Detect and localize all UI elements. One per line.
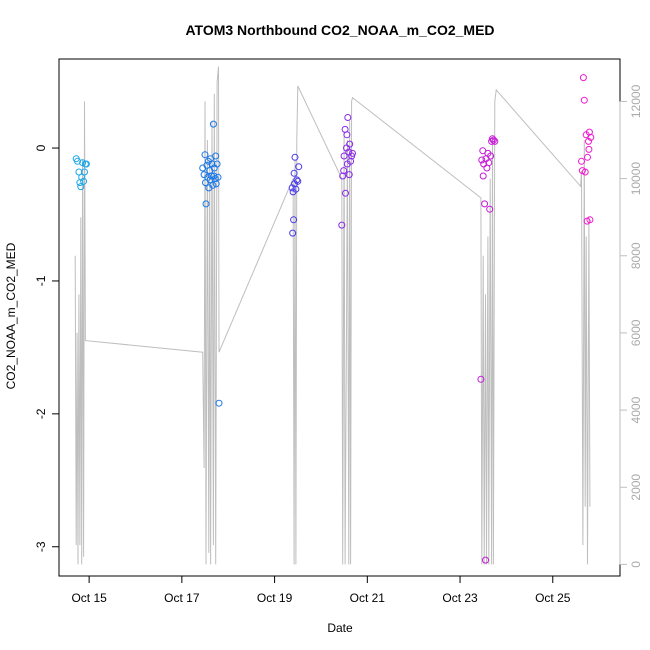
data-point-32	[213, 160, 221, 168]
data-point-5	[78, 173, 86, 181]
x-tick-label-1: Oct 17	[164, 591, 200, 605]
data-point-13	[201, 151, 209, 159]
data-point-26	[209, 120, 217, 128]
data-point-46	[338, 221, 346, 229]
data-point-36	[289, 229, 297, 237]
data-point-91	[587, 133, 595, 141]
x-tick-label-5: Oct 25	[535, 591, 571, 605]
data-point-30	[212, 152, 220, 160]
data-point-74	[487, 152, 495, 160]
data-point-31	[212, 180, 220, 188]
data-point-7	[80, 177, 88, 185]
x-axis: Oct 15 Oct 17 Oct 19 Oct 21 Oct 23 Oct 25	[71, 575, 571, 605]
data-point-38	[290, 216, 298, 224]
data-point-83	[581, 168, 589, 176]
plot-frame	[58, 58, 621, 577]
data-point-8	[81, 168, 88, 176]
data-point-15	[202, 200, 210, 208]
data-point-78	[491, 137, 499, 145]
y-tick-label-0: 0	[34, 144, 48, 151]
data-point-65	[479, 172, 487, 180]
data-point-67	[481, 200, 489, 208]
data-point-4	[77, 183, 85, 191]
y-axis-label: CO2_NOAA_m_CO2_MED	[4, 242, 18, 389]
data-point-49	[340, 152, 348, 160]
data-point-86	[584, 153, 591, 161]
data-point-21	[206, 176, 214, 184]
secondary-series-line	[74, 66, 591, 565]
data-point-62	[477, 375, 485, 383]
data-points	[72, 74, 595, 564]
data-point-79	[578, 157, 585, 165]
data-point-10	[82, 160, 90, 168]
data-point-73	[486, 205, 494, 213]
data-point-53	[343, 131, 351, 139]
x-tick-label-4: Oct 23	[442, 591, 478, 605]
data-point-1	[74, 157, 81, 165]
data-point-51	[342, 189, 349, 197]
data-point-48	[340, 167, 348, 175]
data-point-39	[290, 169, 298, 177]
data-point-87	[585, 137, 592, 145]
x-tick-label-0: Oct 15	[71, 591, 107, 605]
y-tick-label-3: -3	[34, 541, 48, 552]
data-point-25	[209, 181, 217, 189]
data-point-41	[291, 153, 299, 161]
data-point-43	[293, 176, 301, 184]
data-point-42	[292, 185, 300, 193]
secondary-tick-label-1: 2000	[629, 474, 643, 501]
data-point-24	[208, 160, 216, 168]
data-point-44	[294, 177, 302, 185]
y-tick-label-1: -1	[34, 275, 48, 286]
data-point-59	[347, 157, 355, 165]
data-point-72	[485, 159, 493, 167]
secondary-tick-label-4: 8000	[629, 242, 643, 269]
secondary-tick-label-3: 6000	[629, 319, 643, 346]
data-point-57	[345, 171, 353, 179]
data-point-88	[585, 145, 593, 153]
data-point-34	[215, 399, 223, 407]
secondary-line-path	[74, 66, 591, 565]
data-point-81	[579, 74, 587, 82]
x-tick-label-2: Oct 19	[257, 591, 293, 605]
secondary-tick-label-2: 4000	[629, 396, 643, 423]
data-point-58	[346, 140, 354, 148]
x-tick-label-3: Oct 21	[350, 591, 386, 605]
data-point-82	[580, 96, 588, 104]
data-point-68	[482, 556, 489, 564]
data-point-63	[478, 156, 486, 164]
secondary-tick-label-0: 0	[629, 561, 643, 568]
data-point-55	[344, 114, 352, 121]
data-point-77	[489, 136, 497, 144]
secondary-tick-label-6: 12000	[629, 84, 643, 118]
data-point-35	[288, 184, 296, 192]
data-point-61	[349, 149, 356, 157]
data-point-33	[214, 173, 222, 181]
y-tick-label-2: -2	[34, 408, 48, 419]
x-axis-label: Date	[327, 621, 353, 635]
data-point-45	[295, 163, 303, 171]
data-point-16	[203, 161, 211, 169]
chart-title: ATOM3 Northbound CO2_NOAA_m_CO2_MED	[185, 22, 494, 38]
y-axis: 0 -1 -2 -3	[34, 144, 60, 552]
secondary-y-axis: 0 2000 4000 6000 8000 10000 12000	[619, 84, 643, 568]
secondary-tick-label-5: 10000	[629, 162, 643, 196]
data-point-90	[586, 216, 594, 224]
